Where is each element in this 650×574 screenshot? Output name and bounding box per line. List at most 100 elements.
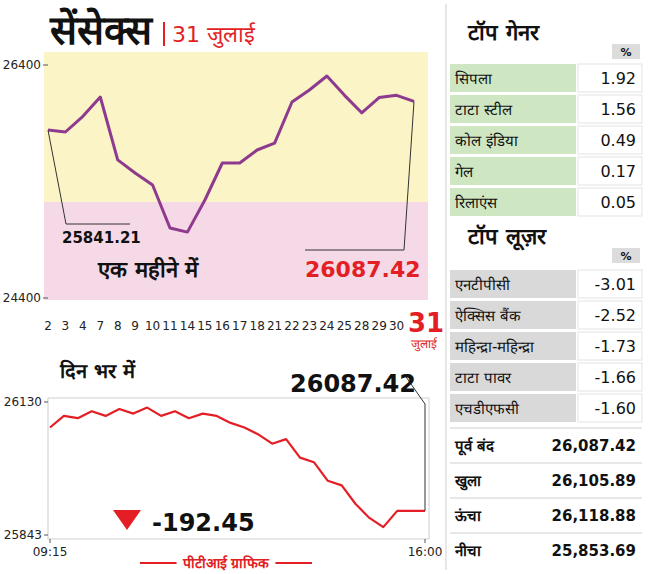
value-cell: [578, 95, 642, 123]
unit: %: [620, 46, 631, 59]
x-tick-label: 3: [62, 319, 70, 333]
value-cell: [578, 157, 642, 185]
name-cell: [450, 301, 576, 329]
name-cell: [450, 394, 576, 422]
y-tick-label: 26130: [4, 395, 42, 409]
plot-marks: [48, 76, 414, 232]
canvas: सेंसेक्स24400264002347891011141516171821…: [0, 0, 650, 574]
row-name: टाटा स्टील: [455, 101, 513, 119]
row-value: -1.66: [595, 368, 636, 387]
source-patch: [177, 554, 276, 572]
name-cell: [450, 332, 576, 360]
summary-label: नीचा: [454, 542, 482, 560]
name-cell: [450, 95, 576, 123]
x-tick-label: 2: [44, 319, 52, 333]
x-tick-label: 15: [197, 319, 212, 333]
value-cell: [578, 126, 642, 154]
row-name: सिपला: [455, 70, 493, 88]
row-name: ऐक्सिस बैंक: [455, 307, 521, 325]
summary-value: 25,853.69: [552, 542, 636, 560]
x-tick-label: 31: [408, 308, 444, 338]
unit-box: [612, 248, 640, 263]
row-rule: [450, 498, 642, 499]
row-rule: [450, 463, 642, 464]
plot-background: [44, 52, 428, 202]
annotation: 25841.21: [62, 229, 141, 247]
name-cell: [450, 188, 576, 216]
x-tick-label: 8: [114, 319, 122, 333]
title-separator: [163, 22, 165, 46]
value-cell: [578, 363, 642, 391]
annotation: जुलाई: [411, 337, 438, 352]
row-name: एनटीपीसी: [455, 276, 511, 294]
summary-value: 26,118.88: [552, 507, 636, 525]
line: [48, 76, 414, 232]
row-name: टाटा पावर: [455, 369, 512, 387]
source: पीटीआई ग्राफिक: [182, 555, 271, 571]
value-cell: [578, 301, 642, 329]
y-tick: [43, 65, 48, 66]
annotation: 26087.42: [290, 370, 416, 398]
table-title: टॉप लूज़र: [467, 224, 547, 251]
name-cell: [450, 64, 576, 92]
name-cell: [450, 363, 576, 391]
row-value: 1.56: [600, 100, 636, 119]
row-rule: [450, 428, 642, 429]
value-cell: [578, 394, 642, 422]
y-tick: [43, 298, 48, 299]
name-cell: [450, 270, 576, 298]
x-tick-label: 4: [79, 319, 87, 333]
x-tick-label: 10: [145, 319, 160, 333]
row-rule: [450, 533, 642, 534]
plot-background: [44, 202, 428, 300]
divider: [446, 4, 447, 570]
x-tick-label: 30: [389, 319, 404, 333]
y-tick-label: 26400: [3, 58, 41, 72]
name-cell: [450, 126, 576, 154]
x-tick-label: 16:00: [408, 545, 443, 559]
x-tick-label: 29: [372, 319, 387, 333]
leader-line: [305, 101, 414, 250]
plot-frame: [48, 398, 429, 539]
x-tick-label: 18: [250, 319, 265, 333]
unit: %: [620, 250, 631, 263]
table-title: टॉप गेनर: [467, 19, 540, 45]
x-tick-label: 28: [354, 319, 369, 333]
row-name: गेल: [455, 163, 474, 181]
x-tick-label: 22: [284, 319, 299, 333]
summary-label: पूर्व बंद: [454, 437, 495, 456]
y-tick-label: 25843: [4, 528, 42, 542]
x-tick-label: 9: [131, 319, 139, 333]
x-tick-label: 25: [337, 319, 352, 333]
annotation: -192.45: [152, 509, 255, 537]
row-value: -1.60: [595, 399, 636, 418]
title: सेंसेक्स: [49, 7, 154, 53]
value-cell: [578, 64, 642, 92]
summary-label: ऊंचा: [454, 507, 482, 525]
value-cell: [578, 188, 642, 216]
annotation: 26087.42: [305, 257, 421, 282]
row-value: -2.52: [595, 306, 636, 325]
row-value: 0.05: [600, 193, 636, 212]
date: 31 जुलाई: [172, 22, 256, 48]
row-value: -3.01: [595, 275, 636, 294]
chart-title: दिन भर में: [59, 359, 136, 383]
row-name: रिलाएंस: [455, 194, 498, 212]
unit-box: [612, 44, 640, 59]
value-cell: [578, 270, 642, 298]
row-value: 1.92: [600, 69, 636, 88]
row-name: कोल इंडिया: [455, 132, 519, 150]
name-cell: [450, 157, 576, 185]
x-tick-label: 14: [180, 319, 195, 333]
row-name: एचडीएफसी: [455, 400, 520, 418]
x-tick-label: 21: [267, 319, 282, 333]
x-tick-label: 16: [215, 319, 230, 333]
row-value: 0.49: [600, 131, 636, 150]
summary-value: 26,087.42: [552, 437, 636, 455]
y-tick-label: 24400: [3, 291, 41, 305]
y-tick: [44, 402, 48, 403]
down-arrow: [113, 510, 141, 530]
y-tick: [44, 535, 48, 536]
row-value: 0.17: [600, 162, 636, 181]
row-value: -1.73: [595, 337, 636, 356]
